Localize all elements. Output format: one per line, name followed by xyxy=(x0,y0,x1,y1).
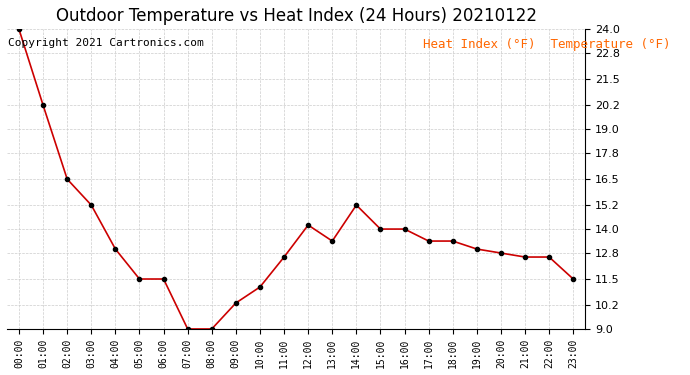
Text: Copyright 2021 Cartronics.com: Copyright 2021 Cartronics.com xyxy=(8,38,204,48)
Text: Heat Index (°F)  Temperature (°F): Heat Index (°F) Temperature (°F) xyxy=(424,38,671,51)
Title: Outdoor Temperature vs Heat Index (24 Hours) 20210122: Outdoor Temperature vs Heat Index (24 Ho… xyxy=(56,7,537,25)
